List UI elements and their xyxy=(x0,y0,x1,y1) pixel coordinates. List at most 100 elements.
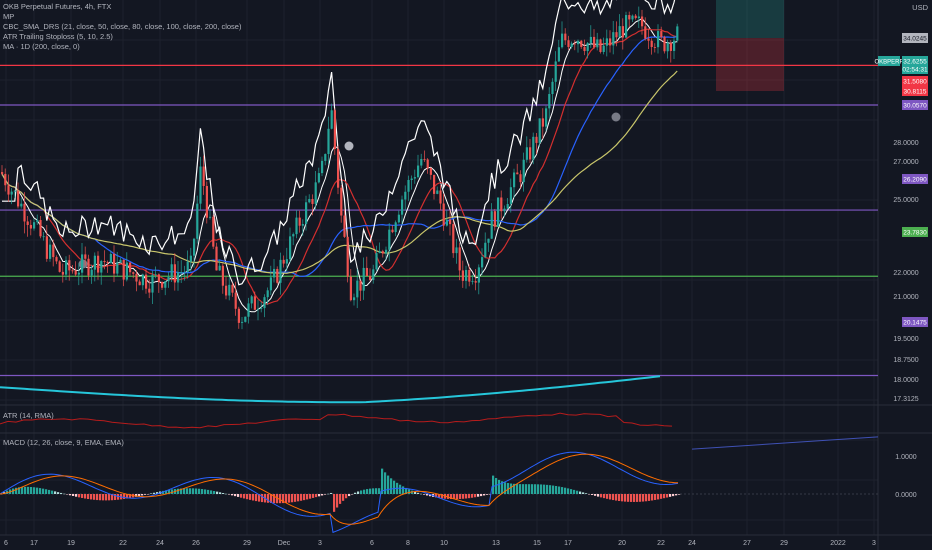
candle-body xyxy=(324,154,327,161)
macd-histogram-bar xyxy=(186,488,189,494)
candle-body xyxy=(465,269,468,281)
macd-histogram-bar xyxy=(450,494,453,500)
candle-body xyxy=(292,234,295,237)
candle-body xyxy=(628,15,631,20)
macd-histogram-bar xyxy=(609,494,612,500)
macd-pane-label[interactable]: MACD (12, 26, close, 9, EMA, EMA) xyxy=(3,438,124,447)
candle-body xyxy=(276,268,279,283)
macd-histogram-bar xyxy=(225,493,228,495)
candle-body xyxy=(7,185,10,195)
time-axis-tick: 3 xyxy=(318,540,322,547)
macd-histogram-bar xyxy=(138,494,141,497)
candle-body xyxy=(503,208,506,212)
macd-histogram-bar xyxy=(216,491,219,494)
candle-body xyxy=(199,166,202,204)
legend-item-ma[interactable]: MA · 1D (200, close, 0) xyxy=(3,42,80,51)
price-axis-tick: 18.7500 xyxy=(893,357,918,364)
macd-histogram-bar xyxy=(618,494,621,501)
candle-body xyxy=(77,272,80,275)
candle-body xyxy=(49,244,52,259)
candle-body xyxy=(285,259,288,264)
macd-histogram-bar xyxy=(387,475,390,494)
price-axis-tick: 28.0000 xyxy=(893,140,918,147)
candle-body xyxy=(641,16,644,27)
macd-histogram-bar xyxy=(453,494,456,500)
candle-body xyxy=(589,36,592,43)
macd-histogram-bar xyxy=(21,486,24,494)
candle-body xyxy=(311,198,314,204)
price-axis-tick: 22.0000 xyxy=(893,270,918,277)
candle-body xyxy=(263,297,266,309)
candle-body xyxy=(183,271,186,273)
horizontal-levels[interactable] xyxy=(0,64,878,377)
candle-body xyxy=(612,32,615,46)
macd-histogram-bar xyxy=(471,494,474,498)
macd-histogram-bar xyxy=(423,494,426,495)
time-axis[interactable]: 6 17 19 22 24 26 29 Dec 3 6 8 10 13 15 17 20 22 24 27 29 202… xyxy=(4,540,876,547)
macd-histogram-bar xyxy=(456,494,459,500)
legend-item-sma[interactable]: CBC_SMA_DRS (21, close, 50, close, 80, c… xyxy=(3,22,242,31)
candle-body xyxy=(161,282,164,288)
macd-histogram-bar xyxy=(588,494,591,495)
time-axis-tick: 29 xyxy=(780,540,788,547)
candle-body xyxy=(189,255,192,262)
candle-body xyxy=(567,40,570,47)
macd-histogram-bar xyxy=(636,494,639,502)
macd-histogram-bar xyxy=(24,486,27,494)
macd-axis-tick: 0.0000 xyxy=(895,492,917,499)
candle-body xyxy=(426,159,429,169)
macd-histogram-bar xyxy=(501,481,504,494)
legend-item-atr-stop[interactable]: ATR Trailing Stoploss (5, 10, 2.5) xyxy=(3,32,113,41)
macd-histogram-bar xyxy=(105,494,108,501)
macd-histogram-bar xyxy=(129,494,132,498)
candle-body xyxy=(359,280,362,291)
price-axis[interactable]: 28.0000 27.0000 25.0000 22.0000 21.0000 19.50… xyxy=(874,33,928,499)
position-box[interactable] xyxy=(716,0,784,91)
target-zone xyxy=(716,0,784,38)
candle-body xyxy=(90,269,93,276)
candle-body xyxy=(602,45,605,52)
macd-histogram-bar xyxy=(651,494,654,501)
macd-histogram-bar xyxy=(255,494,258,502)
candle-body xyxy=(113,253,116,274)
candle-body xyxy=(84,254,87,259)
macd-histogram-bar xyxy=(522,484,525,494)
candle-body xyxy=(138,281,141,286)
candle-body xyxy=(356,280,359,298)
macd-histogram-bar xyxy=(165,490,168,494)
candle-body xyxy=(116,262,119,274)
candle-body xyxy=(218,265,221,271)
candle-body xyxy=(61,271,64,275)
candle-body xyxy=(394,222,397,233)
macd-histogram-bar xyxy=(375,488,378,494)
candle-body xyxy=(481,257,484,268)
time-axis-tick: 22 xyxy=(657,540,665,547)
candle-body xyxy=(599,39,602,52)
candle-body xyxy=(154,274,157,276)
macd-histogram-bar xyxy=(414,491,417,494)
candle-body xyxy=(381,251,384,254)
macd-histogram-bar xyxy=(315,494,318,498)
macd-histogram-bar xyxy=(561,487,564,494)
macd-histogram-bar xyxy=(645,494,648,502)
macd-histogram-bar xyxy=(192,488,195,494)
legend-item-mp[interactable]: MP xyxy=(3,12,15,21)
candle-body xyxy=(241,321,244,323)
macd-line xyxy=(0,451,679,534)
time-axis-tick: 19 xyxy=(67,540,75,547)
macd-histogram-bar xyxy=(678,494,681,495)
candle-body xyxy=(573,43,576,45)
time-axis-tick: 24 xyxy=(688,540,696,547)
candle-body xyxy=(532,136,535,160)
atr-pane-label[interactable]: ATR (14, RMA) xyxy=(3,411,54,420)
macd-histogram-bar xyxy=(624,494,627,502)
macd-histogram-bar xyxy=(480,494,483,497)
macd-histogram-bar xyxy=(402,486,405,494)
macd-histogram-bar xyxy=(333,494,336,512)
macd-histogram-bar xyxy=(399,484,402,494)
candle-body xyxy=(10,191,13,195)
macd-histogram-bar xyxy=(144,494,147,495)
candle-body xyxy=(449,219,452,225)
macd-histogram-bar xyxy=(114,494,117,501)
